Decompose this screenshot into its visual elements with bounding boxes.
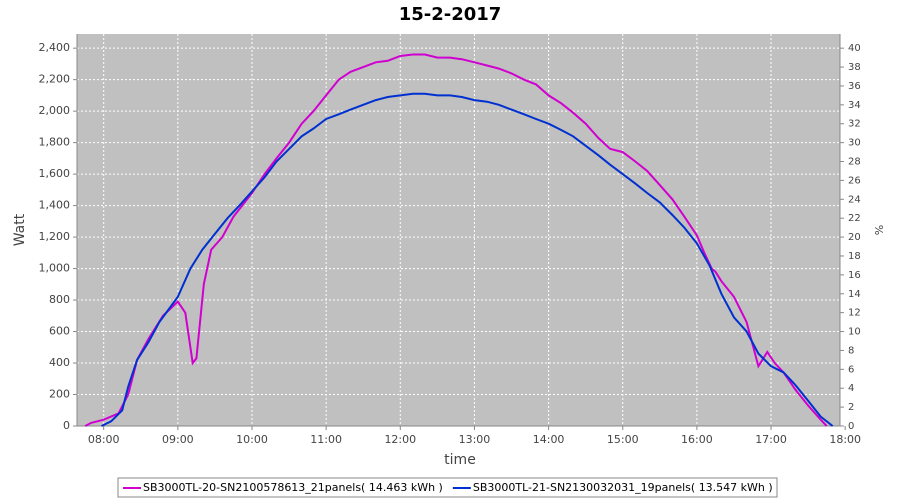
- y-tick-label: 1,400: [39, 199, 71, 212]
- x-tick-label: 17:00: [755, 433, 787, 446]
- y-tick-label: 1,000: [39, 262, 71, 275]
- x-tick-label: 09:00: [162, 433, 194, 446]
- y2-tick-label: 0: [848, 421, 854, 432]
- y2-tick-label: 34: [848, 100, 861, 111]
- y-tick-label: 2,400: [39, 41, 71, 54]
- y2-tick-label: 18: [848, 251, 861, 262]
- legend: [117, 477, 778, 498]
- x-tick-label: 16:00: [681, 433, 713, 446]
- x-tick-label: 11:00: [310, 433, 342, 446]
- line-series: [101, 92, 834, 427]
- y-tick-label: 2,200: [39, 73, 71, 86]
- y-tick-label: 200: [49, 388, 70, 401]
- y-tick-label: 400: [49, 356, 70, 369]
- y-axis-label: Watt: [12, 213, 28, 246]
- y2-axis-label: %: [873, 225, 886, 235]
- y-tick-label: 800: [49, 293, 70, 306]
- x-tick-label: 18:00: [829, 433, 861, 446]
- y-tick-label: 1,800: [39, 136, 71, 149]
- chart-title: 15-2-2017: [399, 4, 502, 25]
- y2-tick-label: 30: [848, 138, 861, 149]
- y2-tick-label: 22: [848, 213, 861, 224]
- y2-tick-label: 16: [848, 270, 861, 281]
- y2-tick-label: 4: [848, 383, 854, 394]
- y-tick-label: 1,200: [39, 230, 71, 243]
- y2-tick-label: 8: [848, 345, 854, 356]
- y2-tick-label: 10: [848, 327, 861, 338]
- legend-label: SB3000TL-21-SN2130032031_19panels( 13.54…: [473, 481, 773, 494]
- x-tick-label: 14:00: [533, 433, 565, 446]
- y2-tick-label: 14: [848, 289, 861, 300]
- y2-tick-label: 12: [848, 308, 861, 319]
- y2-tick-label: 26: [848, 175, 861, 186]
- y2-tick-label: 28: [848, 157, 861, 168]
- legend-label: SB3000TL-20-SN2100578613_21panels( 14.46…: [143, 481, 443, 494]
- y2-tick-label: 32: [848, 119, 861, 130]
- y2-tick-label: 24: [848, 194, 861, 205]
- x-tick-label: 15:00: [607, 433, 639, 446]
- y2-tick-label: 2: [848, 402, 854, 413]
- y-tick-label: 2,000: [39, 104, 71, 117]
- y-tick-label: 0: [63, 419, 70, 432]
- y2-tick-label: 6: [848, 364, 854, 375]
- plot-area: [77, 34, 840, 426]
- y2-tick-label: 40: [848, 43, 861, 54]
- y2-tick-label: 20: [848, 232, 861, 243]
- x-tick-label: 12:00: [384, 433, 416, 446]
- y2-tick-label: 38: [848, 62, 861, 73]
- y-tick-label: 600: [49, 325, 70, 338]
- x-tick-label: 08:00: [88, 433, 120, 446]
- x-tick-label: 13:00: [459, 433, 491, 446]
- x-axis-label: time: [444, 452, 476, 468]
- x-tick-label: 10:00: [236, 433, 268, 446]
- y-tick-label: 1,600: [39, 167, 71, 180]
- line-series: [84, 53, 828, 427]
- y2-tick-label: 36: [848, 81, 861, 92]
